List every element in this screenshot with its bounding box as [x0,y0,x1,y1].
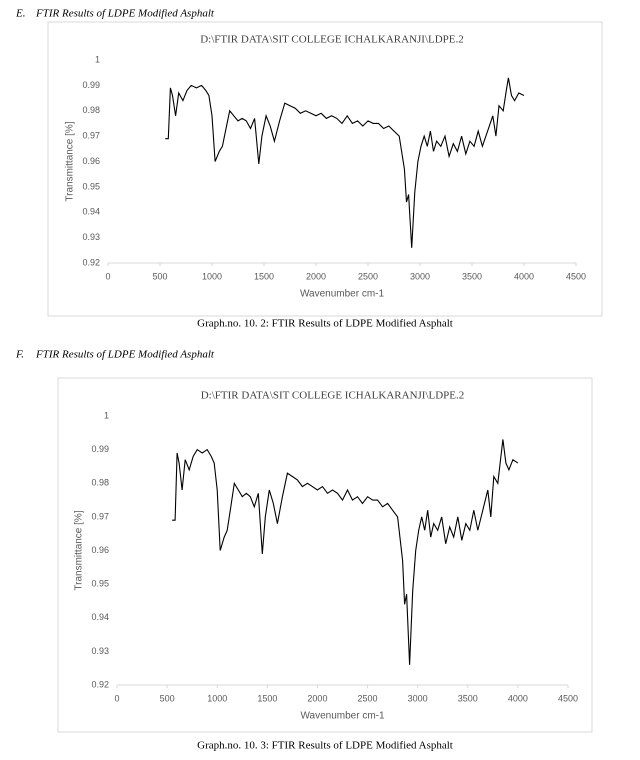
spectrum-line [172,439,519,665]
y-tick-label: 0.96 [91,545,109,555]
y-axis-label: Transmittance [%] [65,121,76,201]
x-tick-label: 2500 [358,271,378,281]
x-tick-label: 2000 [306,271,326,281]
x-axis-label: Wavenumber cm-1 [300,711,385,722]
y-tick-label: 0.94 [91,612,109,622]
y-tick-label: 0.93 [91,646,109,656]
section-label: E. [15,8,25,20]
x-tick-label: 4000 [508,693,528,703]
section-label: F. [15,349,24,361]
y-tick-label: 1 [95,54,100,64]
x-tick-label: 2000 [307,693,327,703]
x-tick-label: 1500 [254,271,274,281]
x-tick-label: 3500 [458,693,478,703]
x-tick-label: 3500 [462,271,482,281]
x-tick-label: 4500 [558,693,578,703]
x-tick-label: 500 [152,271,167,281]
y-axis-label: Transmittance [%] [74,510,85,590]
y-tick-label: 0.92 [91,679,109,689]
x-tick-label: 3000 [408,693,428,703]
x-tick-label: 500 [160,693,175,703]
figure-caption: Graph.no. 10. 2: FTIR Results of LDPE Mo… [197,318,453,330]
x-tick-label: 3000 [410,271,430,281]
x-tick-label: 1500 [257,693,277,703]
y-tick-label: 0.95 [91,579,109,589]
y-tick-label: 0.99 [82,80,100,90]
x-tick-label: 4500 [566,271,586,281]
y-tick-label: 1 [104,410,109,420]
y-tick-label: 0.95 [82,181,100,191]
y-tick-label: 0.94 [82,207,100,217]
x-tick-label: 1000 [207,693,227,703]
chart-frame [47,21,603,317]
y-tick-label: 0.98 [91,478,109,488]
chart-title: D:\FTIR DATA\SIT COLLEGE ICHALKARANJI\LD… [200,34,464,46]
section-heading: FTIR Results of LDPE Modified Asphalt [35,8,215,20]
x-tick-label: 2500 [358,693,378,703]
x-tick-label: 0 [105,271,110,281]
y-tick-label: 0.97 [91,511,109,521]
chart-title: D:\FTIR DATA\SIT COLLEGE ICHALKARANJI\LD… [201,390,465,402]
figure-caption: Graph.no. 10. 3: FTIR Results of LDPE Mo… [197,740,453,752]
y-tick-label: 0.98 [82,105,100,115]
section-heading: FTIR Results of LDPE Modified Asphalt [35,349,215,361]
x-tick-label: 0 [114,693,119,703]
spectrum-line [165,77,525,248]
x-tick-label: 1000 [202,271,222,281]
y-tick-label: 0.97 [82,131,100,141]
y-tick-label: 0.99 [91,444,109,454]
x-tick-label: 4000 [514,271,534,281]
y-tick-label: 0.93 [82,232,100,242]
chart-frame [57,377,593,733]
x-axis-label: Wavenumber cm-1 [300,289,385,300]
y-tick-label: 0.96 [82,156,100,166]
y-tick-label: 0.92 [82,257,100,267]
